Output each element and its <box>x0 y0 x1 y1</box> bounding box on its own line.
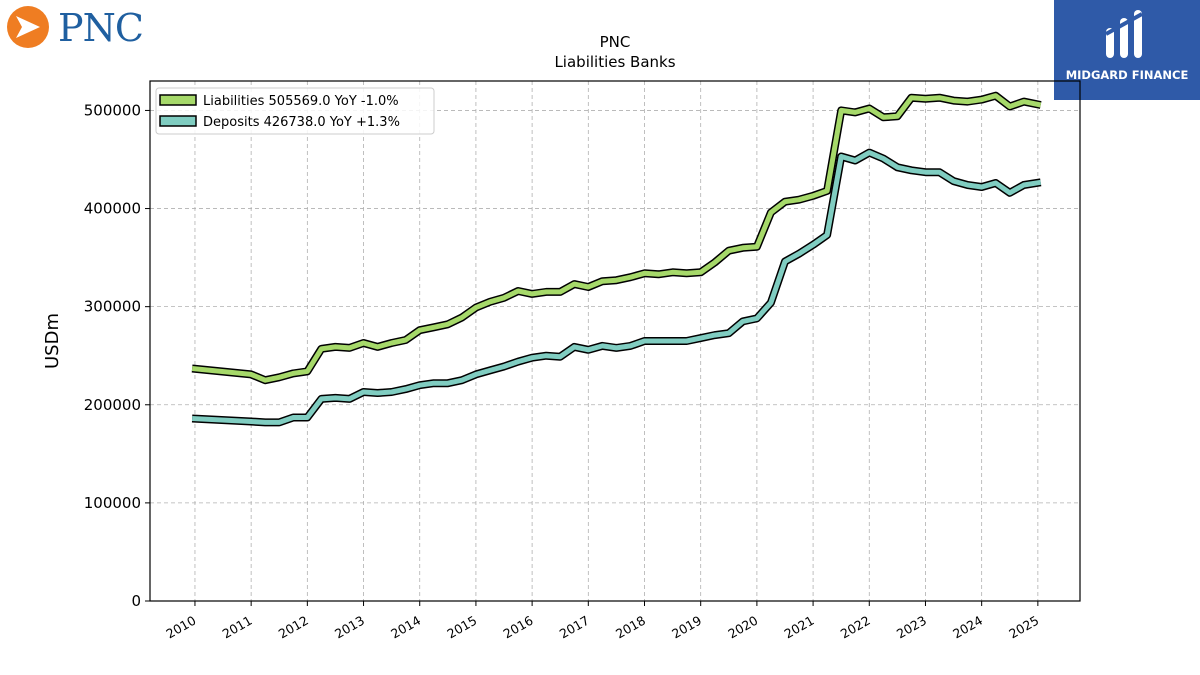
deposits-line <box>191 150 1042 425</box>
midgard-emblem-icon <box>1105 10 1143 58</box>
x-tick-label: 2021 <box>782 613 817 642</box>
x-tick-label: 2023 <box>894 613 929 642</box>
x-axis: 2010 2011 2012 2013 2014 2015 2016 2017 2018 2019… <box>163 601 1041 642</box>
y-tick-label: 200000 <box>84 396 141 414</box>
x-tick-label: 2020 <box>725 613 760 642</box>
legend-swatch-deposits <box>159 115 197 127</box>
y-axis-label: USDm <box>42 313 63 369</box>
chart-title: PNC <box>600 33 631 51</box>
series-layer <box>191 91 1042 427</box>
y-tick-label: 300000 <box>84 298 141 316</box>
x-tick-label: 2024 <box>950 613 985 642</box>
x-tick-label: 2015 <box>444 613 479 642</box>
liabilities-line-outline <box>191 91 1042 385</box>
pnc-logo-text: PNC <box>58 6 144 50</box>
y-tick-label: 500000 <box>84 101 141 119</box>
x-tick-label: 2016 <box>501 613 536 642</box>
midgard-finance-logo: MIDGARD FINANCE <box>1054 0 1200 100</box>
x-tick-label: 2010 <box>163 613 198 642</box>
x-tick-label: 2018 <box>613 613 648 642</box>
pnc-emblem-icon <box>7 6 49 48</box>
midgard-logo-text: MIDGARD FINANCE <box>1065 68 1189 82</box>
plot-frame <box>149 80 1081 602</box>
x-tick-label: 2013 <box>332 613 367 642</box>
y-axis: 0 100000 200000 300000 400000 500000 <box>84 101 150 610</box>
pnc-logo: PNC <box>6 4 156 50</box>
grid <box>150 81 1080 602</box>
liabilities-line <box>191 93 1042 383</box>
x-tick-label: 2025 <box>1006 613 1041 642</box>
legend-swatch-liabilities <box>159 94 197 106</box>
x-tick-label: 2011 <box>220 613 255 642</box>
x-tick-label: 2019 <box>669 613 704 642</box>
y-tick-label: 100000 <box>84 494 141 512</box>
y-tick-label: 400000 <box>84 200 141 218</box>
x-tick-label: 2022 <box>838 613 873 642</box>
x-tick-label: 2014 <box>388 613 423 642</box>
legend: Liabilities 505569.0 YoY -1.0% Deposits 4… <box>155 87 435 135</box>
legend-box <box>155 87 435 135</box>
y-tick-label: 0 <box>131 592 141 610</box>
x-tick-label: 2017 <box>557 613 592 642</box>
legend-label-deposits: Deposits 426738.0 YoY +1.3% <box>203 115 400 130</box>
legend-label-liabilities: Liabilities 505569.0 YoY -1.0% <box>203 94 399 109</box>
chart-subtitle: Liabilities Banks <box>554 53 675 71</box>
x-tick-label: 2012 <box>276 613 311 642</box>
deposits-line-outline <box>191 148 1042 427</box>
